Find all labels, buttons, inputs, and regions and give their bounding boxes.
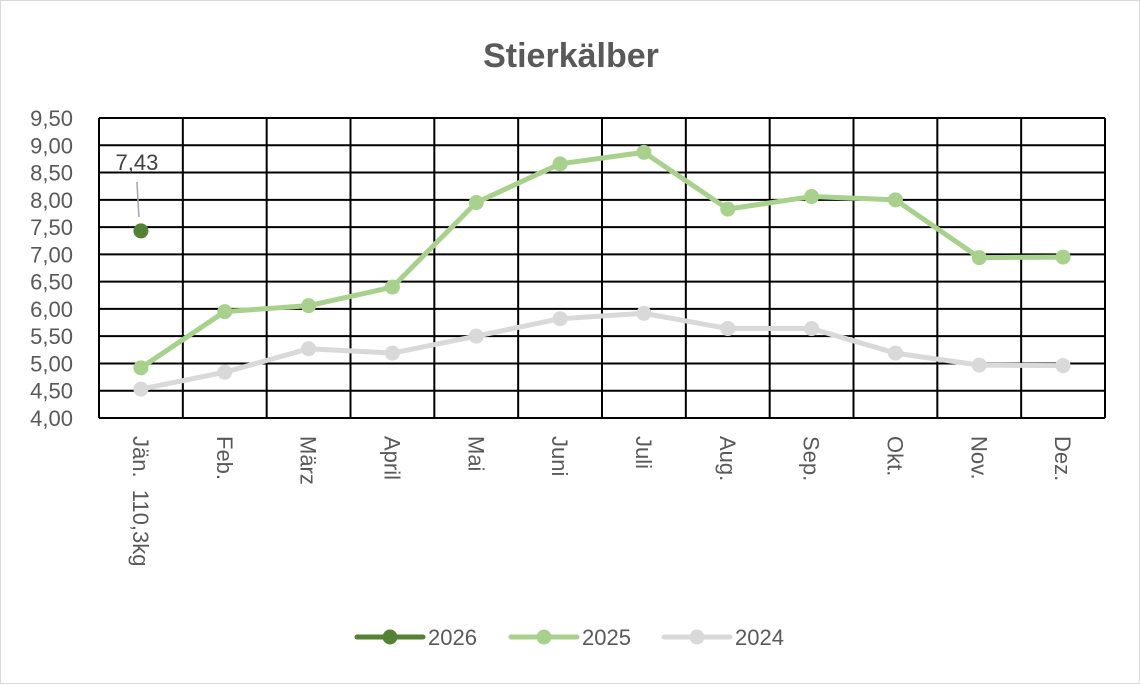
data-point-2025 [720,201,736,217]
data-point-2025 [636,144,652,160]
data-point-2025 [468,195,484,211]
data-point-2024 [301,341,317,357]
y-tick-label: 6,00 [30,297,73,322]
data-point-2025 [1055,249,1071,265]
legend-swatch-marker-2024 [689,629,705,645]
data-point-2024 [887,345,903,361]
data-label: 7,43 [116,150,159,175]
data-point-2025 [552,156,568,172]
x-tick-label: Aug. [715,436,740,481]
data-point-2025 [887,192,903,208]
data-point-2024 [133,381,149,397]
y-tick-label: 5,00 [30,351,73,376]
data-point-2025 [971,250,987,266]
x-tick-label: Nov. [966,436,991,480]
data-point-2024 [971,357,987,373]
data-point-2026 [133,223,149,239]
series-2025 [133,144,1071,376]
data-point-2025 [301,298,317,314]
data-point-2024 [468,328,484,344]
y-tick-label: 4,00 [30,406,73,431]
legend-label-2025: 2025 [582,625,631,650]
y-tick-label: 9,50 [30,106,73,131]
series-line-2024 [138,310,1066,392]
series-2024 [133,305,1071,397]
x-axis-ticks: Jän. 110,3kg Feb. März April Mai Juni Juli Aug.… [128,436,1075,566]
y-axis-ticks: 4,004,50 5,005,506,006,50 7,007,508,008,50… [30,106,73,431]
x-tick-label: Feb. [212,436,237,480]
plot-grid [98,117,1106,419]
y-tick-label: 7,00 [30,242,73,267]
y-tick-label: 9,00 [30,133,73,158]
legend-swatch-marker-2025 [536,629,552,645]
y-tick-label: 8,50 [30,161,73,186]
series-line-2025 [138,149,1066,371]
x-tick-label: Mai [463,436,488,471]
x-tick-label: April [379,436,404,480]
x-tick-label: Sep. [799,436,824,481]
data-point-2025 [804,189,820,205]
data-point-2025 [384,279,400,295]
data-point-2024 [720,321,736,337]
legend-label-2026: 2026 [428,625,477,650]
data-point-2024 [804,321,820,337]
data-point-2025 [217,304,233,320]
x-tick-label: Dez. [1050,436,1075,481]
legend-swatch-marker-2026 [382,629,398,645]
data-label-leader [136,181,140,217]
x-tick-label: Juni [547,436,572,476]
series-group: 7,43 [116,144,1071,397]
data-point-2025 [133,360,149,376]
data-point-2024 [636,305,652,321]
series-2026: 7,43 [116,150,159,239]
y-tick-label: 5,50 [30,324,73,349]
data-point-2024 [384,345,400,361]
data-point-2024 [1055,358,1071,374]
x-tick-label: Juli [631,436,656,469]
chart-title: Stierkälber [483,37,659,75]
legend-label-2024: 2024 [735,625,784,650]
x-tick-label: Okt. [882,436,907,476]
data-point-2024 [552,311,568,327]
y-tick-label: 7,50 [30,215,73,240]
y-tick-label: 8,00 [30,188,73,213]
y-tick-label: 4,50 [30,379,73,404]
legend: 2026 2025 2024 [354,625,784,650]
data-point-2024 [217,364,233,380]
y-tick-label: 6,50 [30,270,73,295]
x-tick-label: Jän. 110,3kg [128,436,153,566]
x-tick-label: März [296,436,321,485]
